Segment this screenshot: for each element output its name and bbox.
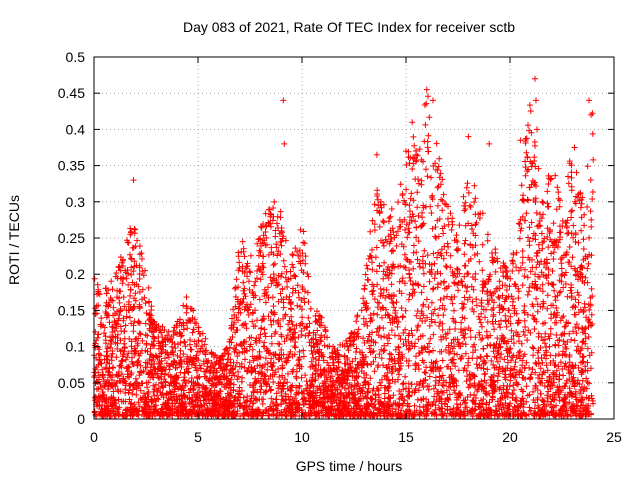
- x-tick-label: 25: [606, 429, 622, 445]
- y-tick-label: 0.1: [66, 339, 86, 355]
- y-tick-label: 0.3: [66, 194, 86, 210]
- x-axis-label: GPS time / hours: [296, 458, 403, 474]
- y-tick-label: 0: [77, 411, 85, 427]
- y-tick-label: 0.2: [66, 266, 86, 282]
- y-tick-label: 0.5: [66, 49, 86, 65]
- x-tick-label: 15: [398, 429, 414, 445]
- y-tick-label: 0.35: [58, 158, 85, 174]
- data-point-markers: [91, 75, 597, 420]
- data-points: [91, 75, 597, 420]
- x-tick-label: 20: [502, 429, 518, 445]
- y-tick-label: 0.4: [66, 121, 86, 137]
- y-tick-label: 0.15: [58, 302, 85, 318]
- chart-title: Day 083 of 2021, Rate Of TEC Index for r…: [183, 19, 515, 35]
- y-axis-label: ROTI / TECUs: [6, 195, 22, 285]
- x-tick-label: 0: [90, 429, 98, 445]
- x-tick-label: 5: [194, 429, 202, 445]
- axis-ticks: [93, 56, 615, 420]
- y-tick-label: 0.05: [58, 375, 85, 391]
- y-tick-label: 0.45: [58, 85, 85, 101]
- y-tick-labels: 0 0.05 0.1 0.15 0.2 0.25 0.3 0.35 0.4 0.45 0.5: [58, 49, 85, 427]
- x-tick-label: 10: [294, 429, 310, 445]
- x-tick-labels: 0 5 10 15 20 25: [90, 429, 622, 445]
- y-tick-label: 0.25: [58, 230, 85, 246]
